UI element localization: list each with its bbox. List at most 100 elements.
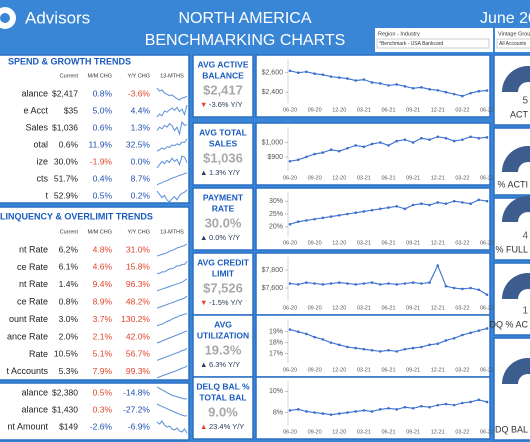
point [288, 69, 292, 73]
point [469, 286, 472, 290]
point [346, 282, 349, 285]
y-tick-label: 10% [269, 388, 283, 395]
point [321, 412, 325, 415]
brand: Advisors [25, 8, 90, 27]
point [387, 206, 390, 209]
point [329, 148, 333, 152]
point [346, 345, 349, 349]
dashboard-title: NORTH AMERICA [178, 10, 311, 27]
point [436, 135, 440, 139]
point [329, 341, 333, 344]
point [411, 346, 415, 350]
point [420, 202, 423, 206]
point [305, 332, 308, 336]
point [387, 348, 390, 352]
point [378, 408, 382, 411]
point [485, 199, 489, 203]
point [403, 282, 407, 285]
point [461, 94, 464, 98]
kpi-title: LIMIT [212, 268, 235, 278]
y-tick-label: $2,400 [262, 89, 284, 96]
point [420, 136, 423, 140]
x-tick-label: 12-20 [332, 305, 346, 311]
point [337, 149, 341, 153]
point [395, 83, 399, 86]
point [337, 412, 341, 415]
x-tick-label: 03-22 [455, 175, 469, 181]
point [354, 144, 357, 147]
point [444, 339, 448, 342]
table-panel [0, 54, 190, 204]
table-title: SPEND & GROWTH TRENDS [8, 56, 131, 66]
point [329, 413, 333, 416]
row-cell: 99.3% [126, 366, 151, 376]
point [461, 201, 464, 204]
point [395, 408, 399, 411]
point [305, 410, 308, 413]
row-cell: 3.0% [59, 314, 79, 324]
point [436, 201, 440, 204]
row-cell: 5.0% [93, 105, 113, 115]
kpi-title: BALANCE [202, 70, 244, 80]
gauge-label: % ACTI [497, 179, 528, 189]
kpi-title: AVG CREDIT [197, 257, 250, 267]
gauge-label: DQ BAL [495, 424, 528, 434]
chart-panel [255, 314, 491, 378]
x-tick-label: 03-21 [357, 240, 371, 246]
x-tick-label: 09-21 [406, 175, 420, 181]
gauge-panel [493, 337, 530, 441]
x-tick-label: 12-21 [431, 367, 445, 373]
point [313, 282, 316, 285]
kpi-title: AVG [214, 319, 232, 329]
row-label: Sales [25, 122, 48, 132]
x-tick-label: 12-21 [431, 175, 445, 181]
point [346, 212, 349, 216]
row-cell: -1.9% [90, 156, 113, 166]
point [477, 89, 481, 93]
column-header: 13-MTHS [160, 229, 184, 235]
kpi-arrow: ▲ [200, 422, 207, 431]
kpi-change: -1.5% Y/Y [209, 298, 243, 307]
kpi-change: 1.3% Y/Y [209, 168, 240, 177]
row-cell: 0.3% [93, 404, 113, 414]
point [403, 405, 407, 409]
point [452, 92, 456, 96]
report-date: June 20 [480, 10, 530, 27]
filter-dropdown[interactable] [376, 38, 490, 49]
point [452, 139, 456, 143]
y-tick-label: $7,800 [262, 267, 284, 274]
point [305, 70, 308, 74]
kpi-value: 19.3% [205, 342, 242, 357]
point [403, 347, 407, 351]
x-tick-label: 09-21 [406, 367, 420, 373]
point [362, 145, 366, 149]
point [395, 204, 399, 208]
filter-dropdown[interactable] [496, 38, 530, 49]
kpi-value: $7,526 [203, 280, 243, 295]
point [378, 141, 382, 144]
table-panel [0, 206, 190, 381]
row-cell: 52.9% [54, 190, 79, 200]
point [461, 333, 464, 337]
gauge-label: DQ % AC [489, 319, 528, 329]
point [444, 136, 448, 140]
sparkline [156, 189, 188, 203]
point [362, 210, 366, 213]
sparkline [156, 386, 188, 400]
gauge [502, 273, 530, 299]
point [305, 219, 308, 222]
x-tick-label: 09-21 [406, 429, 420, 435]
point [420, 345, 423, 349]
row-cell: 31.0% [126, 244, 151, 254]
row-label: ize [36, 156, 48, 166]
point [477, 329, 481, 332]
kpi-change: 23.4% Y/Y [209, 422, 244, 431]
point [428, 281, 431, 284]
point [346, 146, 349, 150]
x-tick-label: 06-22 [480, 429, 494, 435]
y-tick-label: $7,600 [262, 285, 284, 292]
x-tick-label: 06-22 [480, 305, 494, 311]
kpi-change: 0.0% Y/Y [209, 233, 240, 242]
kpi-value: 9.0% [208, 404, 238, 419]
row-cell: 0.5% [93, 387, 113, 397]
